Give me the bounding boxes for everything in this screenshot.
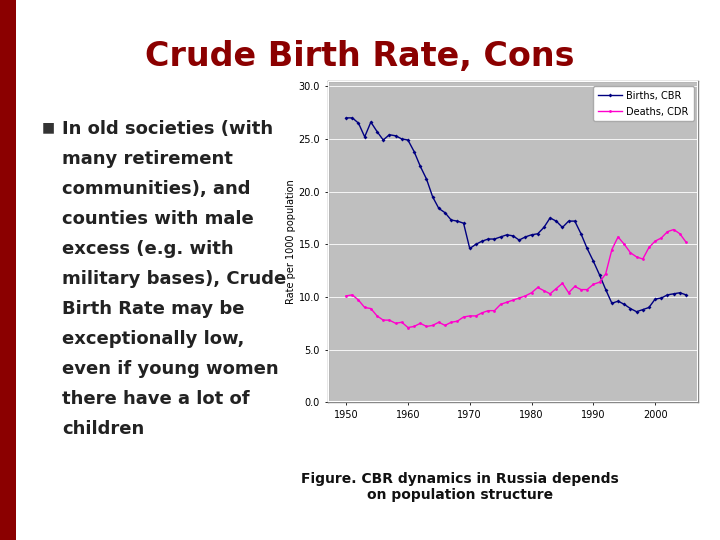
Deaths, CDR bbox=[682, 239, 690, 245]
Text: many retirement: many retirement bbox=[62, 150, 233, 168]
Births, CBR bbox=[632, 308, 641, 315]
Births, CBR bbox=[342, 114, 351, 121]
Deaths, CDR bbox=[342, 293, 351, 299]
Text: exceptionally low,: exceptionally low, bbox=[62, 330, 244, 348]
Line: Births, CBR: Births, CBR bbox=[345, 117, 688, 313]
Births, CBR bbox=[348, 114, 356, 121]
Text: excess (e.g. with: excess (e.g. with bbox=[62, 240, 233, 258]
Text: even if young women: even if young women bbox=[62, 360, 279, 378]
Text: communities), and: communities), and bbox=[62, 180, 251, 198]
Births, CBR bbox=[682, 292, 690, 298]
Text: there have a lot of: there have a lot of bbox=[62, 390, 250, 408]
Y-axis label: Rate per 1000 population: Rate per 1000 population bbox=[286, 179, 295, 304]
Text: ■: ■ bbox=[42, 120, 55, 134]
Text: counties with male: counties with male bbox=[62, 210, 253, 228]
Deaths, CDR bbox=[348, 292, 356, 298]
Text: on population structure: on population structure bbox=[367, 488, 553, 502]
Births, CBR bbox=[552, 218, 561, 224]
Deaths, CDR bbox=[558, 280, 567, 287]
Deaths, CDR bbox=[670, 226, 678, 233]
Deaths, CDR bbox=[608, 246, 616, 253]
Text: children: children bbox=[62, 420, 144, 438]
Deaths, CDR bbox=[570, 283, 579, 289]
Text: Figure. CBR dynamics in Russia depends: Figure. CBR dynamics in Russia depends bbox=[301, 472, 619, 486]
Deaths, CDR bbox=[404, 324, 413, 330]
Births, CBR bbox=[601, 286, 610, 293]
Legend: Births, CBR, Deaths, CDR: Births, CBR, Deaths, CDR bbox=[593, 86, 693, 122]
Text: military bases), Crude: military bases), Crude bbox=[62, 270, 287, 288]
Deaths, CDR bbox=[539, 287, 548, 294]
Births, CBR bbox=[534, 231, 542, 237]
Births, CBR bbox=[564, 218, 573, 224]
Births, CBR bbox=[465, 245, 474, 252]
Text: Birth Rate may be: Birth Rate may be bbox=[62, 300, 245, 318]
Text: Crude Birth Rate, Cons: Crude Birth Rate, Cons bbox=[145, 40, 575, 73]
Text: In old societies (with: In old societies (with bbox=[62, 120, 273, 138]
Deaths, CDR bbox=[472, 313, 480, 319]
Line: Deaths, CDR: Deaths, CDR bbox=[345, 228, 688, 329]
